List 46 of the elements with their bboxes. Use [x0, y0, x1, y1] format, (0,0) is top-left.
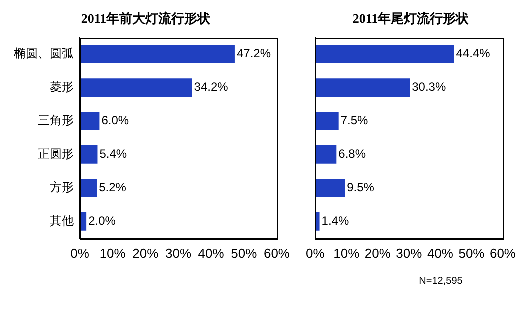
y-tick-label: 方形 [50, 180, 74, 195]
x-tick-label: 30% [396, 246, 423, 261]
bar [315, 112, 339, 130]
data-label: 34.2% [194, 80, 229, 94]
x-tick-label: 20% [132, 246, 160, 261]
data-label: 5.2% [99, 180, 127, 195]
bar [80, 112, 100, 130]
x-tick-label: 40% [427, 246, 454, 261]
y-tick-label: 椭圆、圆弧 [14, 46, 74, 61]
x-tick-label: 30% [165, 246, 192, 261]
bar [315, 178, 346, 198]
text: N=12,595 [418, 276, 464, 287]
x-tick-label: 20% [364, 246, 392, 261]
x-tick-label: 10% [334, 246, 360, 261]
chart-title: 2011年尾灯流行形状 [352, 11, 470, 26]
bar [80, 45, 235, 64]
x-tick-label: 50% [458, 246, 486, 261]
x-tick-label: 60% [490, 246, 516, 261]
data-label: 7.5% [340, 114, 369, 128]
bar [315, 212, 320, 231]
bar [315, 78, 410, 98]
y-tick-label: 其他 [50, 214, 74, 228]
x-tick-label: 50% [231, 246, 258, 261]
bar [80, 146, 98, 164]
data-label: 6.0% [102, 114, 130, 128]
data-label: 47.2% [236, 46, 272, 61]
data-label: 1.4% [322, 214, 350, 228]
x-tick-label: 40% [198, 246, 225, 261]
data-label: 30.3% [412, 80, 446, 94]
x-tick-label: 60% [264, 246, 290, 261]
data-label: 2.0% [88, 214, 116, 228]
y-tick-label: 三角形 [38, 114, 74, 128]
bar [315, 45, 454, 64]
data-label: 6.8% [338, 147, 366, 162]
y-tick-label: 菱形 [50, 80, 74, 94]
data-label: 5.4% [100, 147, 128, 162]
data-label: 9.5% [347, 180, 375, 195]
x-tick-label: 0% [70, 246, 90, 261]
y-tick-label: 正圆形 [38, 147, 74, 162]
bar [315, 146, 337, 164]
x-tick-label: 10% [100, 246, 126, 261]
x-tick-label: 0% [306, 246, 326, 261]
bar [80, 78, 192, 98]
bar [80, 178, 98, 198]
chart-title: 2011年前大灯流行形状 [81, 11, 212, 26]
data-label: 44.4% [456, 46, 491, 61]
